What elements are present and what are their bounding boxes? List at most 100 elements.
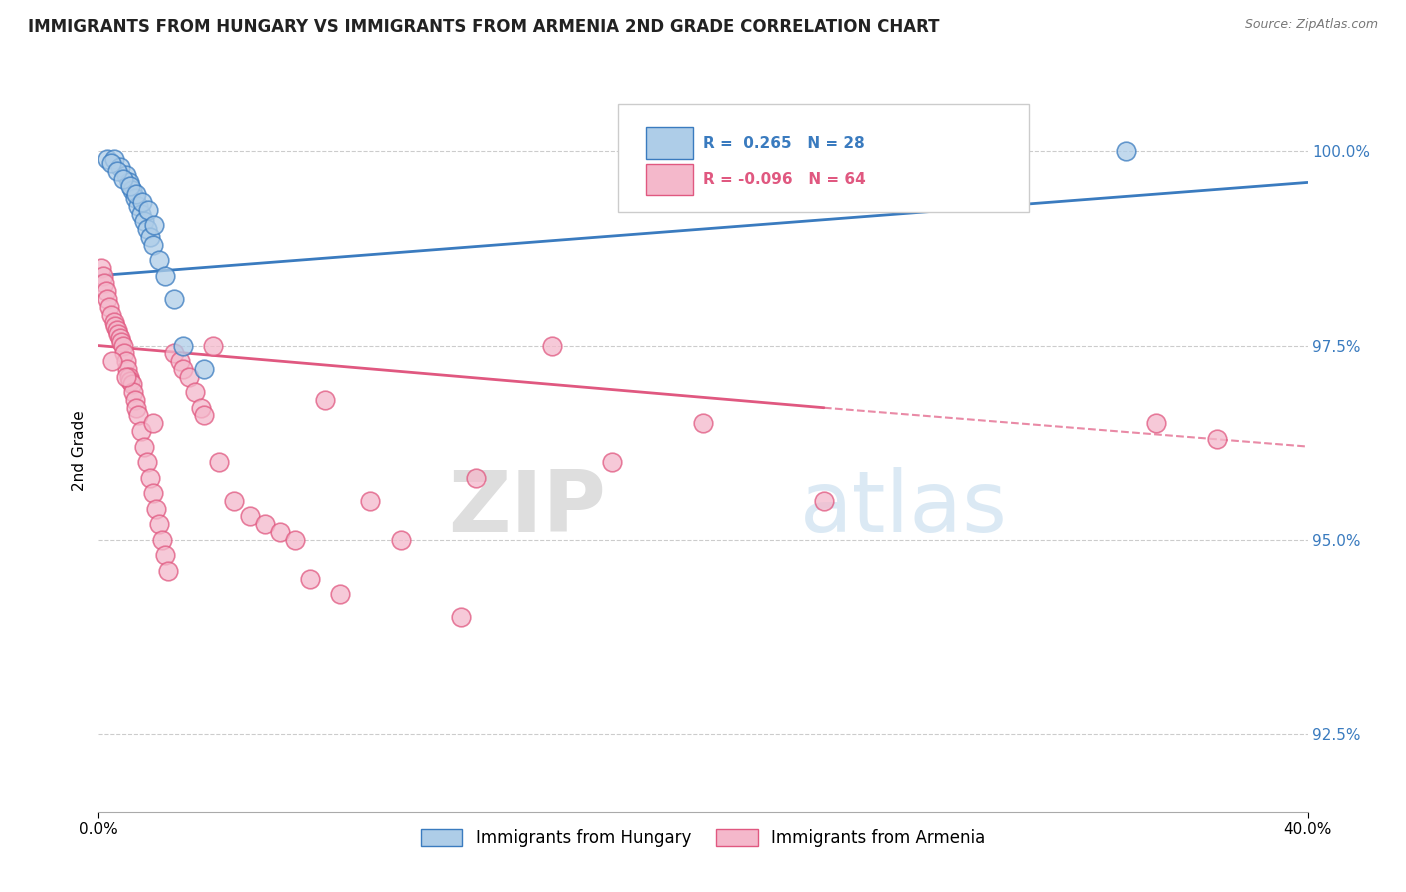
Point — [184, 385, 207, 400]
Point — [163, 292, 186, 306]
Point — [224, 494, 246, 508]
Point — [389, 533, 412, 547]
Text: R =  0.265   N = 28: R = 0.265 N = 28 — [703, 136, 865, 151]
Point — [108, 331, 131, 345]
Point — [692, 417, 714, 431]
Point — [94, 284, 117, 298]
Point — [125, 187, 148, 202]
Point — [163, 346, 186, 360]
Point — [127, 409, 149, 423]
Text: Source: ZipAtlas.com: Source: ZipAtlas.com — [1244, 18, 1378, 31]
Text: ZIP: ZIP — [449, 467, 606, 549]
Point — [153, 549, 176, 563]
Point — [118, 176, 141, 190]
Point — [124, 191, 146, 205]
FancyBboxPatch shape — [647, 128, 693, 160]
FancyBboxPatch shape — [619, 103, 1029, 212]
Point — [120, 374, 142, 388]
Point — [169, 354, 191, 368]
Point — [269, 524, 291, 539]
Point — [949, 145, 972, 159]
Point — [122, 385, 145, 400]
Point — [172, 338, 194, 352]
Point — [129, 206, 152, 220]
Point — [129, 424, 152, 438]
Point — [179, 369, 201, 384]
Point — [105, 323, 128, 337]
Point — [239, 509, 262, 524]
Point — [131, 194, 153, 209]
Point — [142, 417, 165, 431]
Point — [132, 440, 155, 454]
Point — [101, 354, 124, 368]
Point — [111, 171, 134, 186]
Point — [114, 369, 136, 384]
Point — [108, 160, 131, 174]
Point — [142, 486, 165, 500]
Point — [329, 587, 352, 601]
Point — [90, 260, 112, 275]
Point — [1206, 432, 1229, 446]
Point — [104, 319, 127, 334]
Point — [98, 300, 121, 314]
Point — [96, 292, 118, 306]
Point — [360, 494, 382, 508]
Point — [132, 214, 155, 228]
Point — [299, 572, 322, 586]
Point — [135, 455, 157, 469]
Point — [145, 501, 167, 516]
Point — [139, 229, 162, 244]
Point — [314, 392, 336, 407]
Point — [202, 338, 225, 352]
Point — [135, 222, 157, 236]
Text: IMMIGRANTS FROM HUNGARY VS IMMIGRANTS FROM ARMENIA 2ND GRADE CORRELATION CHART: IMMIGRANTS FROM HUNGARY VS IMMIGRANTS FR… — [28, 18, 939, 36]
Point — [208, 455, 231, 469]
Point — [153, 268, 176, 283]
Point — [105, 163, 128, 178]
Point — [284, 533, 307, 547]
Point — [253, 517, 276, 532]
Point — [118, 369, 141, 384]
Point — [148, 253, 170, 268]
Point — [190, 401, 212, 415]
Point — [91, 268, 114, 283]
Point — [139, 470, 162, 484]
Point — [172, 362, 194, 376]
Point — [121, 377, 143, 392]
Point — [450, 610, 472, 624]
Point — [156, 564, 179, 578]
Point — [114, 354, 136, 368]
Point — [121, 183, 143, 197]
Point — [114, 168, 136, 182]
Point — [142, 237, 165, 252]
Point — [465, 470, 488, 484]
Point — [115, 362, 138, 376]
Point — [124, 392, 146, 407]
Legend: Immigrants from Hungary, Immigrants from Armenia: Immigrants from Hungary, Immigrants from… — [413, 822, 993, 854]
Point — [96, 152, 118, 166]
Point — [107, 326, 129, 341]
Point — [148, 517, 170, 532]
Text: R = -0.096   N = 64: R = -0.096 N = 64 — [703, 172, 866, 187]
Point — [93, 277, 115, 291]
Point — [1146, 417, 1168, 431]
Point — [103, 152, 125, 166]
Point — [193, 409, 215, 423]
Point — [100, 156, 122, 170]
Y-axis label: 2nd Grade: 2nd Grade — [72, 410, 87, 491]
Point — [100, 308, 122, 322]
Text: atlas: atlas — [800, 467, 1008, 549]
Point — [540, 338, 562, 352]
FancyBboxPatch shape — [647, 163, 693, 195]
Point — [193, 362, 215, 376]
Point — [103, 315, 125, 329]
Point — [110, 334, 132, 349]
Point — [125, 401, 148, 415]
Point — [602, 455, 624, 469]
Point — [813, 494, 835, 508]
Point — [143, 218, 166, 232]
Point — [111, 338, 134, 352]
Point — [127, 199, 149, 213]
Point — [1115, 145, 1137, 159]
Point — [112, 346, 135, 360]
